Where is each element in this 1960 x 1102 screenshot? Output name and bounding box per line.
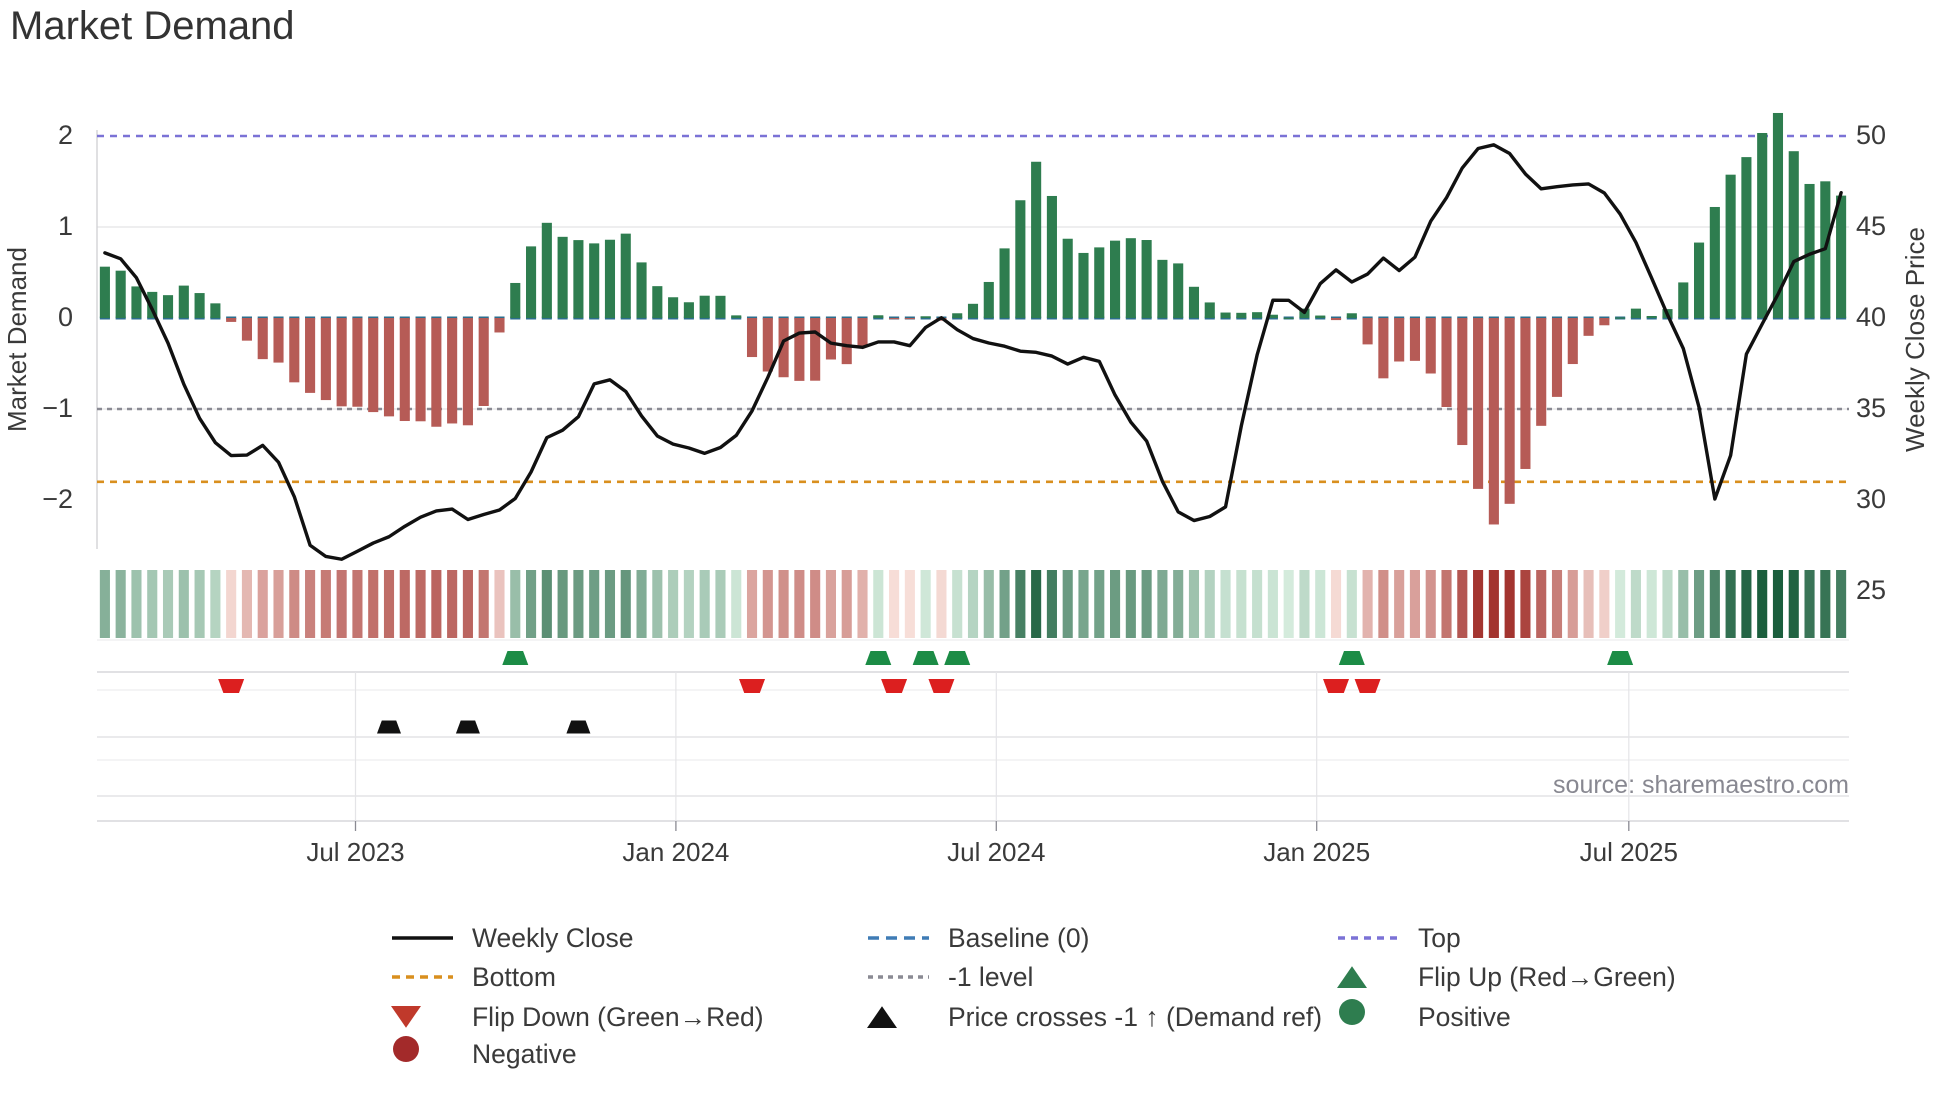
svg-text:Flip Up (Red→Green): Flip Up (Red→Green) — [1418, 962, 1676, 992]
svg-text:1: 1 — [58, 211, 73, 241]
svg-text:Negative: Negative — [472, 1039, 577, 1069]
svg-text:source: sharemaestro.com: source: sharemaestro.com — [1553, 771, 1849, 799]
svg-text:Top: Top — [1418, 923, 1461, 953]
svg-text:−1: −1 — [42, 393, 73, 423]
svg-text:2: 2 — [58, 120, 73, 150]
svg-text:Market Demand: Market Demand — [2, 247, 32, 432]
svg-text:Jul 2024: Jul 2024 — [947, 837, 1045, 867]
svg-text:45: 45 — [1856, 211, 1886, 241]
svg-text:-1 level: -1 level — [948, 962, 1033, 992]
svg-text:30: 30 — [1856, 484, 1886, 514]
svg-text:Bottom: Bottom — [472, 962, 556, 992]
svg-text:Jan 2025: Jan 2025 — [1263, 837, 1370, 867]
svg-text:Jul 2025: Jul 2025 — [1580, 837, 1678, 867]
svg-text:Positive: Positive — [1418, 1002, 1511, 1032]
svg-text:35: 35 — [1856, 393, 1886, 423]
svg-text:Weekly Close Price: Weekly Close Price — [1900, 227, 1930, 452]
svg-text:Weekly Close: Weekly Close — [472, 923, 634, 953]
svg-text:Baseline (0): Baseline (0) — [948, 923, 1089, 953]
svg-text:Jul 2023: Jul 2023 — [306, 837, 404, 867]
svg-text:25: 25 — [1856, 575, 1886, 605]
svg-text:40: 40 — [1856, 302, 1886, 332]
svg-text:−2: −2 — [42, 484, 73, 514]
svg-text:50: 50 — [1856, 120, 1886, 150]
svg-text:Flip Down (Green→Red): Flip Down (Green→Red) — [472, 1002, 764, 1032]
svg-text:Jan 2024: Jan 2024 — [622, 837, 729, 867]
svg-text:0: 0 — [58, 302, 73, 332]
svg-text:Price crosses -1 ↑ (Demand ref: Price crosses -1 ↑ (Demand ref) — [948, 1002, 1322, 1032]
